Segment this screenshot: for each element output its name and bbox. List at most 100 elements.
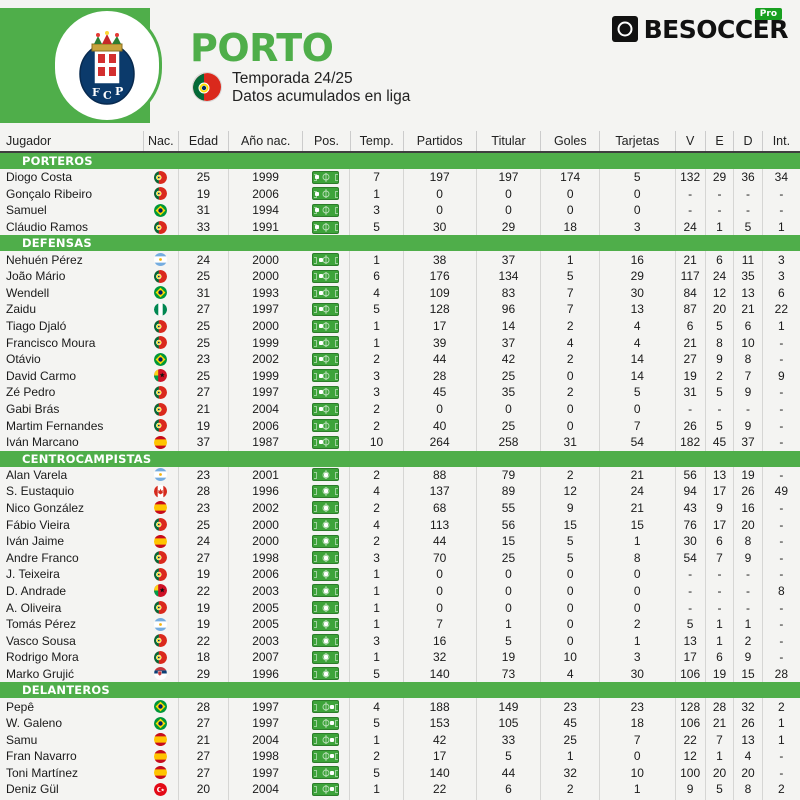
table-row[interactable]: Fábio Vieira 25 2000 4 113 56 15 15 76 17 20- <box>0 516 800 533</box>
table-row[interactable]: Vasco Sousa 22 2003 3 16 5 0 1 13 1 2- <box>0 632 800 650</box>
cell-player[interactable]: Toni Martínez <box>6 765 79 780</box>
table-row[interactable]: Francisco Moura 25 1999 1 39 37 4 4 21 8 10- <box>0 334 800 351</box>
cell-player[interactable]: Rodrigo Mora <box>6 650 79 665</box>
table-row[interactable]: Otávio 23 2002 2 44 42 2 14 27 9 8- <box>0 350 800 368</box>
cell-player[interactable]: Marko Grujić <box>6 666 75 681</box>
table-row[interactable]: Alan Varela 23 2001 2 88 79 2 21 56 13 19- <box>0 466 800 484</box>
nationality-flag-icon <box>143 698 178 715</box>
cell-player[interactable]: David Carmo <box>6 368 77 383</box>
cell-player[interactable]: Fábio Vieira <box>6 517 70 532</box>
table-row[interactable]: Tiago Djaló 25 2000 1 17 14 2 4 6 5 6 1 <box>0 317 800 335</box>
table-row[interactable]: Gonçalo Ribeiro 19 2006 1 0 0 0 0- - - - <box>0 185 800 203</box>
column-header-nac[interactable]: Nac. <box>142 131 179 151</box>
column-header-anio[interactable]: Año nac. <box>227 131 303 151</box>
cell-player[interactable]: Iván Jaime <box>6 534 65 549</box>
cell-player[interactable]: Nico González <box>6 500 85 515</box>
table-row[interactable]: Wendell 31 1993 4 109 83 7 30 84 12 13 6 <box>0 284 800 302</box>
column-header-titular[interactable]: Titular <box>475 131 541 151</box>
table-row[interactable]: Samuel 31 1994 3 0 0 0 0- - - - <box>0 202 800 219</box>
cell-temp: 5 <box>349 665 402 683</box>
cell-player[interactable]: Samuel <box>6 203 47 218</box>
cell-player[interactable]: Cláudio Ramos <box>6 220 89 235</box>
table-row[interactable]: Cláudio Ramos 33 1991 5 30 29 18 3 24 1 5 1 <box>0 218 800 236</box>
cell-player[interactable]: Alan Varela <box>6 467 68 482</box>
table-row[interactable]: David Carmo 25 1999 3 28 25 0 14 19 2 7 9 <box>0 367 800 385</box>
cell-player[interactable]: João Mário <box>6 269 66 284</box>
table-row[interactable]: Pepê 28 1997 4 188 149 23 23 128 28 32 2 <box>0 698 800 715</box>
table-row[interactable]: Toni Martínez 27 1997 5 140 44 32 10 100 20 20- <box>0 764 800 782</box>
cell-player[interactable]: Tiago Djaló <box>6 319 67 334</box>
nationality-flag-icon <box>143 417 178 434</box>
column-header-int[interactable]: Int. <box>761 131 800 151</box>
table-row[interactable]: S. Eustaquio 28 1996 4 137 89 12 24 94 17 26 49 <box>0 483 800 500</box>
cell-player[interactable]: Deniz Gül <box>6 782 59 797</box>
table-row[interactable]: Deniz Gül 20 2004 1 22 6 2 1 9 5 8 2 <box>0 781 800 798</box>
table-row[interactable]: D. Andrade 22 2003 1 0 0 0 0- - -8 <box>0 582 800 600</box>
table-row[interactable]: Samu 21 2004 1 42 33 25 7 22 7 13 1 <box>0 731 800 748</box>
column-header-player[interactable]: Jugador <box>6 134 52 148</box>
table-row[interactable]: Zaidu 27 1997 5 128 96 7 13 87 20 21 22 <box>0 301 800 318</box>
pitch-diagram-mid <box>312 501 340 515</box>
column-header-tarjetas[interactable]: Tarjetas <box>599 131 674 151</box>
cell-d: 2 <box>733 632 761 650</box>
pitch-diagram-mid <box>312 484 340 498</box>
cell-player[interactable]: Nehuén Pérez <box>6 252 83 267</box>
cell-player[interactable]: W. Galeno <box>6 716 63 731</box>
table-row[interactable]: Iván Marcano 37 1987 10 264 258 31 54 182 45 37- <box>0 433 800 451</box>
cell-d: - <box>733 185 761 203</box>
cell-player[interactable]: Vasco Sousa <box>6 633 76 648</box>
position-pitch-icon <box>302 566 349 583</box>
cell-player[interactable]: Francisco Moura <box>6 335 96 350</box>
column-header-goles[interactable]: Goles <box>540 131 599 151</box>
cell-player[interactable]: Pepê <box>6 699 35 714</box>
cell-player[interactable]: Gabi Brás <box>6 402 60 417</box>
cell-player[interactable]: S. Eustaquio <box>6 484 75 499</box>
cell-player[interactable]: Gonçalo Ribeiro <box>6 186 93 201</box>
cell-player[interactable]: Zaidu <box>6 302 37 317</box>
table-row[interactable]: Diogo Costa 25 1999 7 197 197 174 5 132 29 36 34 <box>0 169 800 186</box>
cell-edad: 27 <box>178 384 228 401</box>
column-header-d[interactable]: D <box>733 131 761 151</box>
cell-player[interactable]: A. Oliveira <box>6 600 62 615</box>
table-row[interactable]: Gabi Brás 21 2004 2 0 0 0 0- - - - <box>0 400 800 418</box>
table-row[interactable]: J. Teixeira 19 2006 1 0 0 0 0- - - - <box>0 566 800 583</box>
column-header-edad[interactable]: Edad <box>178 131 228 151</box>
table-row[interactable]: A. Oliveira 19 2005 1 0 0 0 0- - - - <box>0 599 800 616</box>
column-header-partidos[interactable]: Partidos <box>402 131 476 151</box>
besoccer-logo[interactable]: BESOCCER Pro <box>611 8 789 44</box>
pitch-diagram-fwd <box>312 700 340 714</box>
cell-player[interactable]: Diogo Costa <box>6 170 73 185</box>
cell-player[interactable]: Andre Franco <box>6 550 79 565</box>
cell-player[interactable]: Iván Marcano <box>6 435 79 450</box>
cell-player[interactable]: J. Teixeira <box>6 567 60 582</box>
cell-titular: 96 <box>475 301 541 318</box>
table-row[interactable]: Martim Fernandes 19 2006 2 40 25 0 7 26 5 9- <box>0 417 800 434</box>
cell-int: 9 <box>761 367 800 385</box>
table-row[interactable]: Andre Franco 27 1998 3 70 25 5 8 54 7 9- <box>0 549 800 567</box>
cell-player[interactable]: Samu <box>6 732 38 747</box>
cell-player[interactable]: D. Andrade <box>6 583 67 598</box>
column-header-pos[interactable]: Pos. <box>302 131 349 151</box>
cell-player[interactable]: Zé Pedro <box>6 385 56 400</box>
table-row[interactable]: Fran Navarro 27 1998 2 17 5 1 0 12 1 4- <box>0 748 800 765</box>
cell-player[interactable]: Martim Fernandes <box>6 418 104 433</box>
cell-player[interactable]: Tomás Pérez <box>6 617 77 632</box>
table-row[interactable]: Tomás Pérez 19 2005 1 7 1 0 2 5 1 1- <box>0 615 800 633</box>
table-row[interactable]: Iván Jaime 24 2000 2 44 15 5 1 30 6 8- <box>0 532 800 550</box>
cell-player[interactable]: Fran Navarro <box>6 749 77 764</box>
cell-titular: 42 <box>475 350 541 368</box>
column-header-v[interactable]: V <box>674 131 705 151</box>
cell-player[interactable]: Otávio <box>6 352 41 367</box>
cell-temp: 1 <box>349 582 402 600</box>
cell-player[interactable]: Wendell <box>6 285 50 300</box>
column-header-temp[interactable]: Temp. <box>349 131 403 151</box>
table-row[interactable]: Nico González 23 2002 2 68 55 9 21 43 9 16- <box>0 499 800 517</box>
table-row[interactable]: W. Galeno 27 1997 5 153 105 45 18 106 21 26 1 <box>0 714 800 732</box>
table-row[interactable]: Zé Pedro 27 1997 3 45 35 2 5 31 5 9- <box>0 384 800 401</box>
table-row[interactable]: Rodrigo Mora 18 2007 1 32 19 10 3 17 6 9- <box>0 649 800 666</box>
table-row[interactable]: Marko Grujić 29 1996 5 140 73 4 30 106 19 15 28 <box>0 665 800 683</box>
table-row[interactable]: João Mário 25 2000 6 176 134 5 29 117 24 35 3 <box>0 267 800 285</box>
column-header-e[interactable]: E <box>704 131 733 151</box>
table-row[interactable]: Nehuén Pérez 24 2000 1 38 37 1 16 21 6 11 3 <box>0 251 800 268</box>
cell-tarjetas: 14 <box>599 367 674 385</box>
